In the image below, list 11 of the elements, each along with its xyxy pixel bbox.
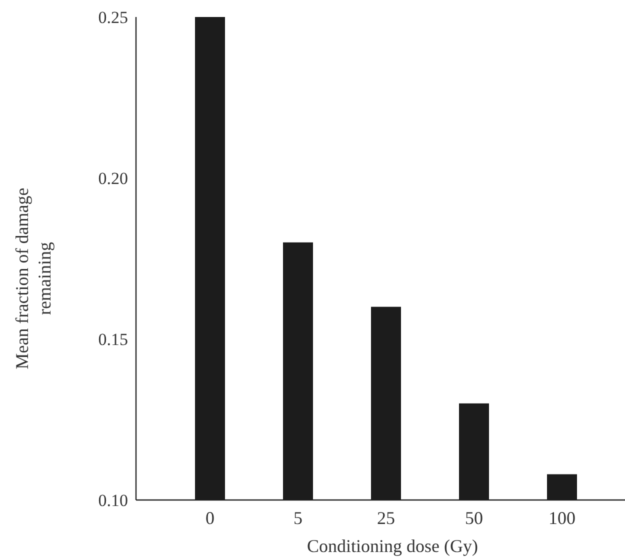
y-tick-label: 0.10 — [98, 490, 128, 510]
y-axis-title: Mean fraction of damage remaining — [12, 188, 54, 370]
x-tick-label: 50 — [465, 508, 483, 528]
y-tick-label: 0.20 — [98, 168, 128, 188]
x-axis-title: Conditioning dose (Gy) — [307, 536, 478, 556]
x-tick-label: 0 — [206, 508, 214, 528]
y-tick-label: 0.25 — [98, 8, 128, 27]
y-tick-label: 0.15 — [98, 330, 128, 349]
x-tick-label: 25 — [377, 508, 395, 528]
x-tick-label: 5 — [294, 508, 302, 528]
x-tick-label: 100 — [548, 508, 576, 528]
